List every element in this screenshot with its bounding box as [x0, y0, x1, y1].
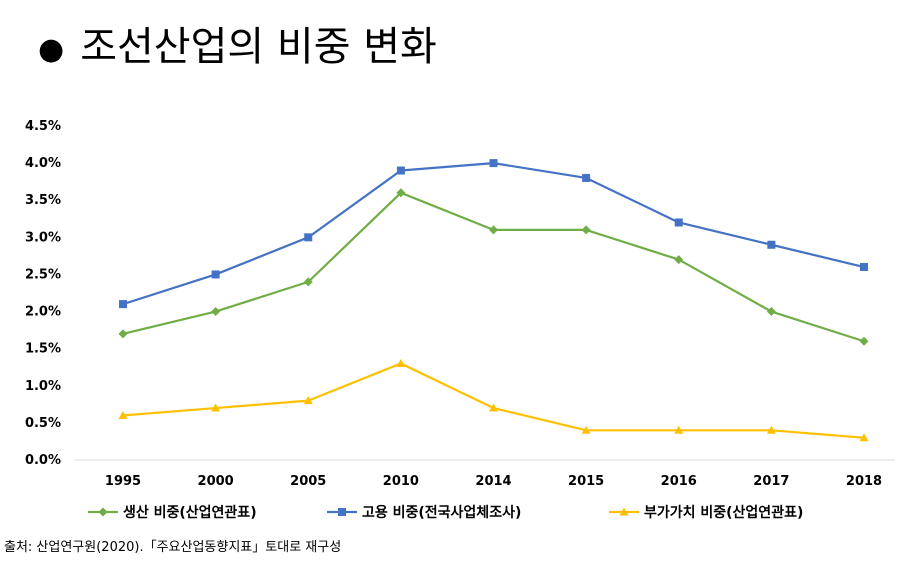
legend-marker [338, 508, 346, 516]
data-point [396, 166, 405, 175]
source-note: 출처: 산업연구원(2020).「주요산업동향지표」토대로 재구성 [4, 540, 342, 555]
y-tick-label: 4.0% [25, 156, 61, 171]
data-point [303, 396, 313, 405]
series-3 [118, 359, 869, 442]
data-point [674, 218, 683, 227]
data-point [766, 425, 776, 434]
x-tick-label: 2016 [661, 474, 697, 489]
y-tick-label: 2.0% [25, 305, 61, 320]
y-tick-label: 0.5% [25, 416, 61, 431]
data-point [211, 270, 220, 279]
data-point [118, 410, 128, 419]
data-point [859, 433, 869, 442]
data-point [860, 263, 868, 272]
y-tick-label: 2.5% [25, 267, 61, 282]
y-tick-label: 1.0% [25, 379, 61, 394]
slide-title: ● 조선산업의 비중 변화 [38, 14, 437, 72]
x-tick-label: 2010 [383, 474, 419, 489]
data-point [396, 359, 406, 368]
legend-marker [98, 507, 108, 517]
data-point [767, 240, 776, 249]
x-tick-label: 2017 [753, 474, 789, 489]
data-point [396, 188, 406, 198]
data-point [304, 233, 313, 242]
y-tick-label: 1.5% [25, 342, 61, 357]
x-axis-ticks: 1995 2000 2005 2010 2014 2015 2016 2017 2018 [105, 474, 882, 489]
legend-marker [619, 507, 629, 516]
x-tick-label: 1995 [105, 474, 141, 489]
data-point [489, 403, 498, 412]
series-2 [119, 159, 868, 309]
data-point [303, 277, 313, 287]
y-tick-label: 4.5% [25, 119, 61, 134]
x-tick-label: 2000 [198, 474, 234, 489]
series-group [118, 159, 869, 442]
data-point [118, 329, 128, 339]
x-tick-label: 2015 [568, 474, 604, 489]
data-point [119, 300, 127, 309]
bullet-icon: ● [38, 31, 65, 67]
y-tick-label: 3.5% [25, 193, 61, 208]
data-point [211, 403, 221, 412]
legend-label: 부가가치 비중(산업연관표) [644, 504, 803, 521]
data-point [582, 173, 591, 182]
y-axis-ticks: 0.0% 0.5% 1.0% 1.5% 2.0% 2.5% 3.0% 3.5% 4.0% 4.5% [25, 119, 61, 468]
data-point [674, 425, 684, 434]
title-text: 조선산업의 비중 변화 [80, 24, 437, 70]
x-tick-label: 2018 [846, 474, 882, 489]
legend-label: 고용 비중(전국사업체조사) [362, 504, 521, 521]
series-line [122, 362, 865, 439]
series-1 [118, 188, 869, 346]
legend: 생산 비중(산업연관표) 고용 비중(전국사업체조사) 부가가치 비중(산업연관표) [88, 504, 803, 521]
y-tick-label: 3.0% [25, 230, 61, 245]
data-point [581, 425, 591, 434]
data-point [489, 159, 498, 168]
data-point [489, 225, 498, 235]
data-point [674, 255, 684, 265]
y-tick-label: 0.0% [25, 453, 61, 468]
data-point [581, 225, 591, 235]
data-point [211, 307, 221, 317]
x-tick-label: 2014 [475, 474, 511, 489]
data-point [859, 336, 869, 346]
legend-label: 생산 비중(산업연관표) [123, 504, 257, 521]
x-tick-label: 2005 [290, 474, 326, 489]
data-point [766, 307, 776, 317]
